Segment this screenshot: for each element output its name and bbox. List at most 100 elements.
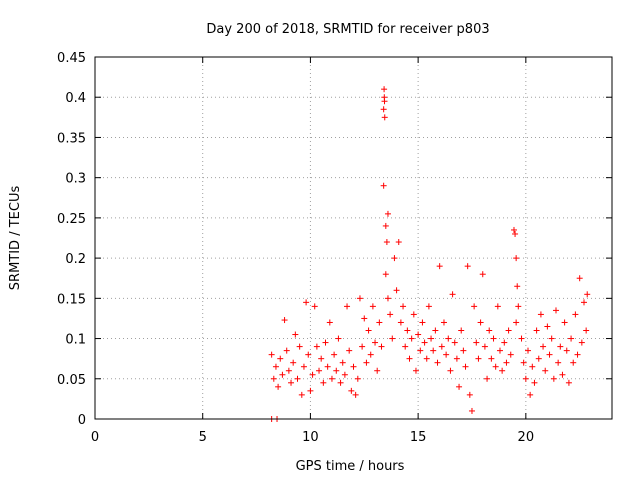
x-tick-label: 0 <box>91 430 99 445</box>
data-point <box>320 379 327 386</box>
data-point <box>331 351 338 358</box>
y-tick-label: 0.4 <box>65 91 86 106</box>
data-point <box>328 375 335 382</box>
data-point <box>466 391 473 398</box>
data-point <box>544 323 551 330</box>
data-point <box>464 263 471 270</box>
data-point <box>552 307 559 314</box>
data-point <box>395 239 402 246</box>
data-point <box>350 363 357 370</box>
plot-frame <box>94 56 613 420</box>
data-point <box>324 363 331 370</box>
y-axis-label: SRMTID / TECUs <box>8 186 23 291</box>
x-tick-labels: 0 5 10 15 20 <box>91 430 534 445</box>
data-point <box>559 371 566 378</box>
data-point <box>402 343 409 350</box>
data-point <box>296 343 303 350</box>
data-point <box>561 319 568 326</box>
data-point <box>376 319 383 326</box>
data-point <box>513 319 520 326</box>
data-point <box>578 339 585 346</box>
data-point <box>281 317 288 324</box>
data-point <box>515 303 522 310</box>
x-tick-label: 20 <box>518 430 535 445</box>
data-point <box>490 335 497 342</box>
data-point <box>522 375 529 382</box>
data-point <box>477 319 484 326</box>
data-point <box>486 327 493 334</box>
data-point <box>361 315 368 322</box>
data-point <box>369 303 376 310</box>
data-point <box>533 327 540 334</box>
data-point <box>381 86 388 93</box>
data-point <box>540 343 547 350</box>
data-point <box>583 327 590 334</box>
data-point <box>570 359 577 366</box>
x-axis-label: GPS time / hours <box>296 459 405 474</box>
data-point <box>557 343 564 350</box>
data-point <box>359 343 366 350</box>
data-point <box>300 363 307 370</box>
data-point <box>479 271 486 278</box>
y-tick-label: 0.35 <box>57 131 86 146</box>
data-point <box>471 303 478 310</box>
data-point <box>378 343 385 350</box>
data-point <box>513 255 520 262</box>
data-point <box>382 222 389 229</box>
data-point <box>408 335 415 342</box>
data-point <box>389 335 396 342</box>
data-point <box>512 230 519 237</box>
data-point <box>372 339 379 346</box>
data-point <box>419 319 426 326</box>
data-point <box>475 355 482 362</box>
data-point <box>462 363 469 370</box>
data-point <box>505 327 512 334</box>
data-point <box>548 335 555 342</box>
data-point <box>531 379 538 386</box>
data-point <box>443 351 450 358</box>
data-point <box>322 339 329 346</box>
data-point <box>563 347 570 354</box>
data-point <box>367 351 374 358</box>
data-point <box>449 291 456 298</box>
data-point <box>412 367 419 374</box>
data-point <box>387 311 394 318</box>
data-point <box>527 391 534 398</box>
data-point <box>344 303 351 310</box>
data-point <box>292 331 299 338</box>
data-point <box>393 287 400 294</box>
data-point <box>384 295 391 302</box>
data-point <box>339 359 346 366</box>
data-point <box>400 303 407 310</box>
data-point <box>438 343 445 350</box>
data-point <box>492 363 499 370</box>
data-point <box>484 375 491 382</box>
data-point <box>456 383 463 390</box>
data-point <box>415 331 422 338</box>
data-point <box>270 375 277 382</box>
y-tick-label: 0.1 <box>65 333 86 348</box>
data-point <box>335 335 342 342</box>
data-point <box>453 355 460 362</box>
data-point <box>425 303 432 310</box>
grid <box>95 57 612 419</box>
data-point <box>363 359 370 366</box>
data-point <box>384 210 391 217</box>
data-point <box>268 351 275 358</box>
data-point <box>496 347 503 354</box>
data-point <box>391 255 398 262</box>
data-point <box>529 363 536 370</box>
data-point <box>417 347 424 354</box>
data-point <box>584 291 591 298</box>
data-point <box>354 375 361 382</box>
data-point <box>309 371 316 378</box>
data-point <box>546 351 553 358</box>
chart-title: Day 200 of 2018, SRMTID for receiver p80… <box>206 22 489 37</box>
data-point <box>382 271 389 278</box>
data-point <box>303 299 310 306</box>
data-point <box>576 275 583 282</box>
data-point <box>285 367 292 374</box>
data-point <box>447 367 454 374</box>
data-point <box>580 299 587 306</box>
data-point <box>383 239 390 246</box>
